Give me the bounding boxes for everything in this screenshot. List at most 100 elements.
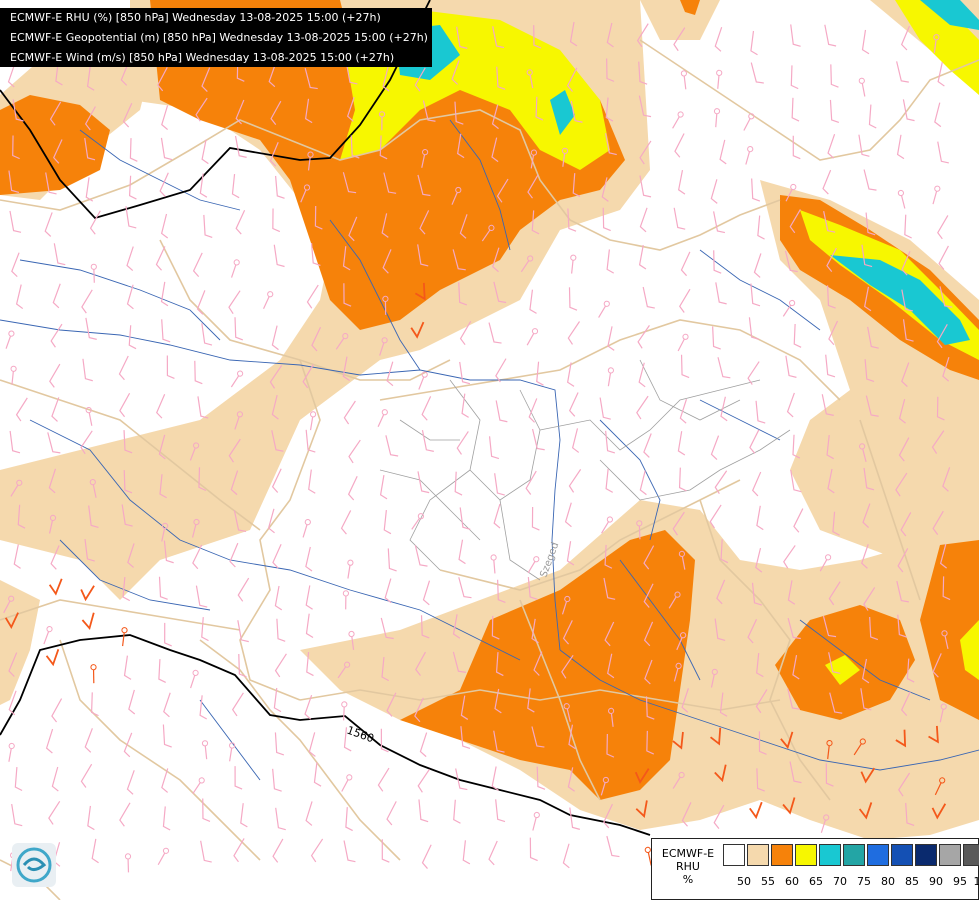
title-line-wind: ECMWF-E Wind (m/s) [850 hPa] Wednesday 1…	[10, 51, 395, 64]
wind-barb	[453, 799, 461, 824]
wind-barb	[858, 77, 866, 97]
wind-barb	[636, 395, 649, 420]
wind-barb	[531, 210, 540, 235]
wind-barb	[309, 411, 317, 431]
wind-barb	[568, 724, 576, 750]
wind-barb	[860, 767, 876, 784]
wind-barb	[603, 803, 613, 829]
wind-barb	[819, 554, 832, 572]
wind-barb	[379, 474, 388, 500]
wind-barb	[494, 473, 505, 496]
wind-barb	[458, 282, 468, 306]
wind-barb	[822, 169, 832, 195]
wind-barb	[867, 326, 879, 349]
wind-barb	[271, 394, 279, 420]
legend-tick: 65	[809, 875, 823, 888]
wind-barb	[638, 95, 652, 118]
wind-barb	[536, 766, 546, 790]
wind-barb	[4, 612, 19, 630]
wind-barb	[710, 727, 722, 746]
wind-barb	[386, 692, 397, 717]
wind-barb	[488, 322, 502, 344]
wind-barb	[905, 802, 915, 827]
wind-barb	[642, 286, 655, 309]
wind-barb	[9, 430, 21, 454]
wind-barb	[527, 688, 535, 713]
wind-barb	[230, 370, 244, 388]
wind-barb	[341, 701, 348, 721]
wind-barb	[936, 324, 948, 349]
wind-barb	[938, 245, 949, 270]
wind-barb	[526, 69, 534, 89]
wind-barb	[567, 208, 577, 232]
wind-barb	[749, 801, 763, 820]
wind-barb	[681, 802, 692, 827]
wind-barb	[120, 61, 130, 86]
wind-barb	[562, 620, 573, 645]
wind-barb	[931, 803, 947, 820]
contour-label: 1560	[345, 724, 376, 746]
wind-barb	[85, 177, 94, 202]
wind-barb	[274, 653, 287, 678]
wind-barb	[421, 396, 432, 421]
wind-barb	[821, 394, 834, 416]
wind-barb	[196, 290, 206, 315]
wind-barb	[126, 284, 134, 310]
wind-barb	[128, 689, 136, 715]
wind-barb	[414, 545, 428, 567]
wind-barb	[123, 430, 133, 454]
wind-barb	[572, 173, 581, 198]
wind-barb	[417, 244, 429, 267]
wind-barb	[379, 135, 388, 160]
wind-barb	[422, 100, 436, 122]
wind-barb	[636, 520, 643, 540]
wind-barb	[201, 139, 209, 165]
wind-barb	[713, 250, 722, 274]
wind-barb	[604, 621, 615, 647]
wind-barb	[240, 803, 248, 828]
wind-barb	[91, 838, 99, 864]
wind-barb	[48, 468, 57, 494]
wind-barb	[162, 724, 172, 748]
wind-barb	[530, 149, 538, 169]
wind-barb	[607, 707, 615, 727]
wind-barb	[710, 668, 718, 688]
wind-barb	[306, 652, 314, 677]
wind-barb	[304, 694, 313, 720]
wind-barb	[528, 398, 538, 423]
wind-barb	[381, 839, 390, 863]
wind-barb	[271, 430, 284, 452]
wind-barb	[934, 102, 942, 128]
wind-barb	[897, 548, 909, 573]
wind-barb	[228, 438, 241, 463]
wind-barb	[822, 616, 837, 638]
wind-barb	[928, 725, 939, 744]
wind-barb	[719, 139, 727, 165]
wind-barb	[343, 840, 356, 863]
wind-barb	[340, 510, 352, 535]
wind-barb	[605, 468, 614, 493]
wind-barb	[237, 577, 250, 602]
wind-barb	[495, 400, 508, 423]
wind-barb	[346, 97, 355, 122]
wind-barb	[459, 321, 472, 346]
wind-barb	[717, 357, 731, 379]
wind-barb	[122, 577, 131, 602]
wind-barb	[942, 576, 951, 601]
wind-barb	[345, 62, 358, 85]
legend-tick: 75	[857, 875, 871, 888]
wind-barb	[672, 771, 685, 789]
wind-barb	[337, 661, 351, 679]
wind-barb	[162, 806, 171, 831]
wind-barb	[271, 325, 279, 351]
wind-barb	[496, 178, 509, 203]
wind-barb	[304, 98, 313, 124]
wind-barb	[497, 579, 506, 604]
wind-barb	[677, 333, 689, 352]
wind-barb	[863, 587, 876, 611]
wind-barb	[379, 337, 388, 356]
wind-barb	[786, 392, 795, 418]
wind-barb	[901, 289, 914, 312]
wind-barb	[421, 844, 432, 869]
